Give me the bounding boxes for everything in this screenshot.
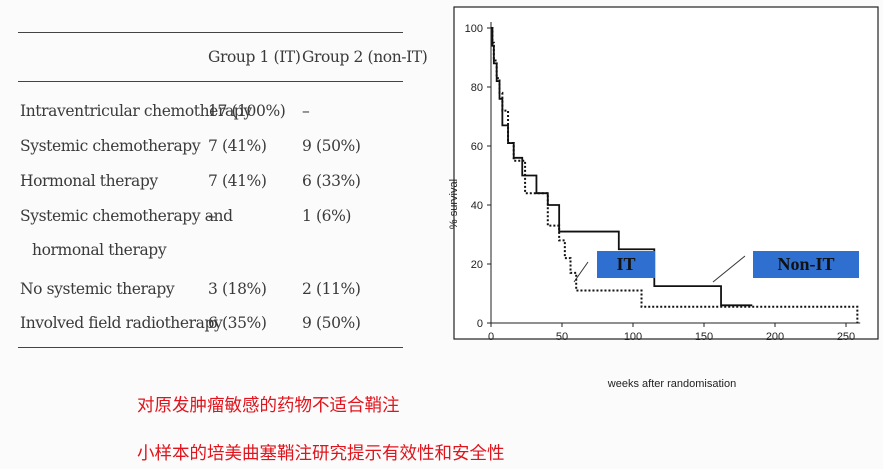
row-label-line-2: hormonal therapy xyxy=(32,241,167,259)
group-1-value: 7 (41%) xyxy=(208,137,267,155)
x-tick-label: 0 xyxy=(488,331,494,343)
chart-series xyxy=(491,27,859,323)
row-label: Intraventricular chemotherapy xyxy=(20,102,252,120)
table-top-rule xyxy=(18,32,403,33)
survival-chart-svg: 0 20 40 60 80 100 0 50 100 150 200 250 % survival w… xyxy=(448,6,879,390)
y-tick-label: 20 xyxy=(471,259,483,271)
group-1-value: – xyxy=(208,207,216,225)
non-it-series-label: Non-IT xyxy=(753,251,859,278)
row-label: Systemic chemotherapy and xyxy=(20,207,233,225)
x-axis-label: weeks after randomisation xyxy=(607,378,736,390)
table-bottom-rule xyxy=(18,347,403,348)
group-2-value: 9 (50%) xyxy=(302,314,361,332)
non-it-label-pointer xyxy=(712,255,746,283)
group-2-value: 2 (11%) xyxy=(302,280,361,298)
y-tick-label: 40 xyxy=(471,200,483,212)
group-2-value: 9 (50%) xyxy=(302,137,361,155)
y-tick-label: 60 xyxy=(471,141,483,153)
group-1-value: 3 (18%) xyxy=(208,280,267,298)
group-1-value: 6 (35%) xyxy=(208,314,267,332)
x-tick-label: 50 xyxy=(556,331,568,343)
x-tick-label: 200 xyxy=(766,331,784,343)
row-label: No systemic therapy xyxy=(20,280,175,298)
chart-axes: 0 20 40 60 80 100 0 50 100 150 200 250 xyxy=(465,22,861,343)
row-label: Involved field radiotherapy xyxy=(20,314,223,332)
group-1-value: 17 (100%) xyxy=(208,102,286,120)
group-1-value: 7 (41%) xyxy=(208,172,267,190)
note-line-2: 小样本的培美曲塞鞘注研究提示有效性和安全性 xyxy=(137,444,505,464)
y-tick-label: 100 xyxy=(465,23,483,35)
it-series-label: IT xyxy=(597,251,655,278)
y-tick-label: 80 xyxy=(471,82,483,94)
y-tick-label: 0 xyxy=(477,318,483,330)
plot-frame xyxy=(453,6,879,340)
x-tick-label: 250 xyxy=(837,331,855,343)
row-label: Systemic chemotherapy xyxy=(20,137,201,155)
non-it-survival-curve xyxy=(491,27,859,323)
group-2-value: 1 (6%) xyxy=(302,207,352,225)
group-2-value: – xyxy=(302,102,310,120)
table-header-rule xyxy=(18,81,403,82)
survival-chart: 0 20 40 60 80 100 0 50 100 150 200 250 % survival w… xyxy=(440,6,880,396)
note-line-1: 对原发肿瘤敏感的药物不适合鞘注 xyxy=(137,396,400,416)
header-group-1: Group 1 (IT) xyxy=(208,48,301,66)
x-tick-label: 150 xyxy=(695,331,713,343)
x-tick-label: 100 xyxy=(624,331,642,343)
it-label-pointer xyxy=(573,261,589,283)
row-label: Hormonal therapy xyxy=(20,172,158,190)
group-2-value: 6 (33%) xyxy=(302,172,361,190)
header-group-2: Group 2 (non-IT) xyxy=(302,48,428,66)
y-axis-label: % survival xyxy=(448,179,460,229)
